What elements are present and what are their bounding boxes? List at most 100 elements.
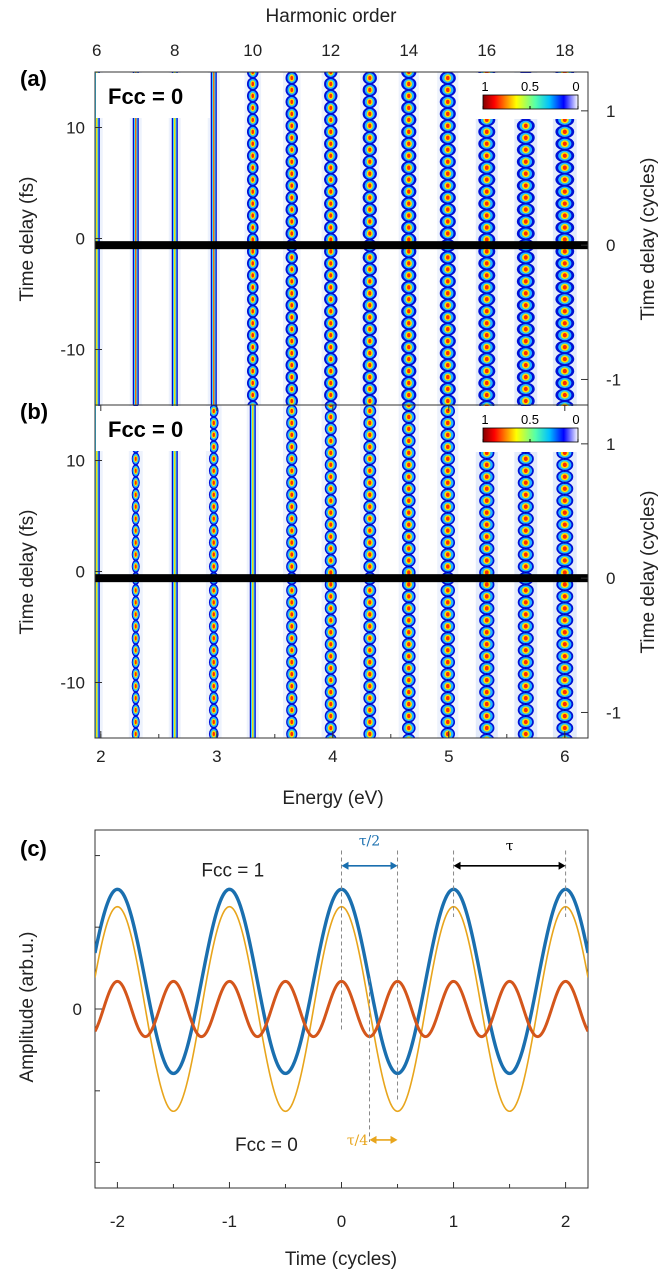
reference-line	[95, 241, 588, 250]
blob-gap	[486, 553, 488, 556]
blob-gap	[564, 649, 566, 652]
blob-gap	[486, 649, 488, 652]
blob-core	[446, 99, 450, 105]
x-tick-label: -2	[110, 1212, 125, 1231]
harmonic-9	[205, 405, 222, 738]
blob-core	[251, 309, 255, 314]
blob-gap	[408, 673, 410, 676]
blob-gap	[408, 529, 410, 532]
blob-gap	[525, 643, 527, 646]
blob-core	[562, 642, 567, 647]
blob-core	[446, 504, 450, 509]
blob-core	[523, 398, 528, 404]
blob-core	[484, 213, 489, 218]
blob-core	[407, 678, 411, 683]
top-tick-label: 14	[399, 41, 418, 60]
blob-core	[251, 249, 255, 254]
blob-core	[368, 219, 372, 224]
blob-core	[407, 345, 411, 350]
blob-core	[562, 345, 567, 350]
blob-core	[485, 750, 489, 754]
blob-core	[484, 486, 489, 491]
blob-core	[523, 552, 528, 557]
blob-gap	[525, 679, 527, 682]
blob-core	[523, 540, 528, 545]
blob-core	[251, 345, 255, 350]
blob-gap	[408, 493, 410, 496]
blob-core	[290, 183, 294, 188]
blob-gap	[486, 565, 488, 568]
blob-inner	[367, 62, 373, 69]
blob-inner	[483, 748, 490, 755]
blob-core	[407, 474, 411, 479]
blob-core	[368, 731, 372, 737]
blob-outer	[444, 72, 452, 73]
blob-core	[368, 540, 372, 545]
blob-core	[446, 362, 450, 368]
blob-core	[446, 432, 450, 438]
blob-core	[484, 510, 489, 515]
blob-core	[368, 408, 372, 414]
blob-core	[523, 695, 528, 701]
blob-inner	[289, 62, 294, 69]
blob-gap	[447, 715, 449, 718]
arrow-head	[390, 1135, 398, 1144]
blob-core	[524, 64, 528, 68]
blob-gap	[486, 589, 488, 592]
blob-gap	[369, 607, 371, 610]
arrow-head	[558, 861, 566, 870]
fcc1-label: Fcc = 1	[201, 860, 264, 881]
blob-core	[407, 72, 411, 75]
blob-core	[407, 368, 411, 374]
blob-core	[368, 327, 372, 332]
blob-core	[290, 624, 294, 629]
blob-core	[368, 315, 372, 320]
blob-core	[407, 225, 411, 230]
blob-gap	[447, 439, 449, 442]
harmonic-17	[514, 405, 538, 738]
blob-core	[446, 111, 450, 117]
blob-core	[290, 444, 294, 450]
blob-core	[407, 570, 411, 575]
blob-core	[407, 81, 411, 87]
blob-core	[290, 279, 294, 284]
frame-c	[94, 829, 589, 1189]
blob-inner	[134, 754, 138, 761]
harmonic-7	[129, 72, 142, 405]
blob-core	[446, 219, 450, 224]
blob-core	[212, 444, 215, 450]
blob-core	[290, 231, 294, 236]
blob-core	[329, 345, 333, 350]
colorbar-tick-label: 0.5	[521, 79, 539, 94]
blob-core	[368, 612, 372, 617]
blob-core	[134, 540, 137, 545]
blob-core	[484, 558, 489, 563]
blob-core	[329, 141, 333, 146]
y2-tick-label: 1	[606, 435, 615, 454]
blob-core	[446, 147, 450, 152]
blob-core	[290, 612, 294, 617]
blob-core	[212, 408, 215, 414]
blob-gap	[408, 553, 410, 556]
blob-core	[134, 564, 137, 569]
harmonic-13	[360, 405, 380, 738]
blob-gap	[408, 433, 410, 436]
blob-gap	[369, 487, 371, 490]
blob-core	[329, 546, 333, 551]
blob-gap	[369, 691, 371, 694]
blob-core	[329, 321, 333, 326]
y-tick-label: 0	[76, 230, 85, 249]
blob-core	[446, 231, 450, 236]
blob-core	[368, 339, 372, 344]
y-tick-label: 0	[76, 563, 85, 582]
blob-inner	[289, 754, 294, 761]
harmonic-14	[398, 72, 419, 405]
blob-core	[446, 159, 450, 164]
y2-tick-label: -1	[606, 370, 621, 389]
blob-core	[562, 153, 567, 158]
blob-core	[290, 683, 294, 689]
blob-core	[484, 594, 489, 599]
blob-core	[251, 153, 255, 158]
blob-core	[329, 606, 333, 611]
blob-core	[212, 540, 215, 545]
